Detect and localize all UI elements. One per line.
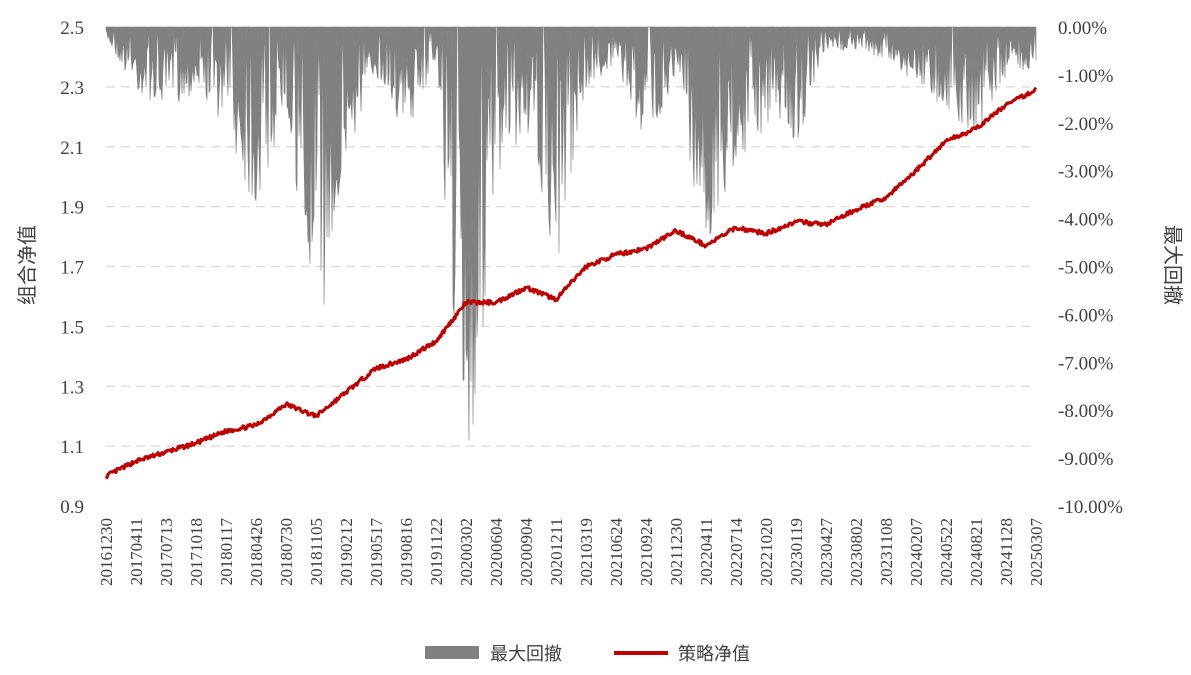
legend-drawdown-swatch xyxy=(425,646,479,659)
x-tick-label: 20190517 xyxy=(367,518,386,587)
right-tick-label: -7.00% xyxy=(1058,353,1114,374)
x-tick-label: 20200904 xyxy=(517,518,536,587)
nav-line-layer xyxy=(104,87,1038,480)
right-tick-label: -8.00% xyxy=(1058,401,1114,422)
x-tick-label: 20210319 xyxy=(577,518,596,586)
x-axis-ticks: 20161230 20170411 20170713 20171018 20180117… xyxy=(97,518,1046,587)
right-tick-label: -3.00% xyxy=(1058,162,1114,183)
right-axis-ticks: 0.00% -1.00% -2.00% -3.00% -4.00% -5.00% -6.00… xyxy=(1058,18,1123,518)
x-tick-label: 20170713 xyxy=(157,518,176,586)
x-tick-label: 20220714 xyxy=(727,518,746,587)
x-tick-label: 20201211 xyxy=(547,518,566,585)
x-tick-label: 20250307 xyxy=(1027,518,1046,587)
x-tick-label: 20230427 xyxy=(817,518,836,587)
x-tick-label: 20171018 xyxy=(187,518,206,586)
x-tick-label: 20180426 xyxy=(247,518,266,586)
legend: 最大回撤 策略净值 xyxy=(425,644,750,665)
legend-nav-label: 策略净值 xyxy=(678,644,750,665)
x-tick-label: 20190816 xyxy=(397,518,416,586)
legend-drawdown-label: 最大回撤 xyxy=(490,644,562,665)
x-tick-label: 20211230 xyxy=(667,518,686,585)
nav-series-line xyxy=(104,87,1038,480)
left-tick-label: 1.9 xyxy=(60,198,84,219)
right-axis-title: 最大回撤 xyxy=(1161,225,1185,305)
x-tick-label: 20190212 xyxy=(337,518,356,586)
x-tick-label: 20180117 xyxy=(217,518,236,586)
x-tick-label: 20240207 xyxy=(907,518,926,587)
left-tick-label: 2.3 xyxy=(60,78,84,99)
right-tick-label: -5.00% xyxy=(1058,258,1114,279)
left-tick-label: 1.7 xyxy=(60,258,84,279)
x-tick-label: 20240821 xyxy=(967,518,986,586)
right-tick-label: -2.00% xyxy=(1058,114,1114,135)
x-tick-label: 20230802 xyxy=(847,518,866,586)
x-tick-label: 20181105 xyxy=(307,518,326,585)
left-tick-label: 1.5 xyxy=(60,317,84,338)
x-tick-label: 20210624 xyxy=(607,518,626,587)
left-tick-label: 2.5 xyxy=(60,18,84,39)
x-tick-label: 20230119 xyxy=(787,518,806,585)
x-tick-label: 20200302 xyxy=(457,518,476,586)
x-tick-label: 20200604 xyxy=(487,518,506,587)
right-tick-label: -6.00% xyxy=(1058,305,1114,326)
right-tick-label: -4.00% xyxy=(1058,210,1114,231)
x-tick-label: 20241128 xyxy=(997,518,1016,585)
right-tick-label: -9.00% xyxy=(1058,449,1114,470)
x-tick-label: 20161230 xyxy=(97,518,116,586)
drawdown-series-area xyxy=(105,26,1037,441)
right-tick-label: -10.00% xyxy=(1058,497,1123,518)
left-tick-label: 2.1 xyxy=(60,138,84,159)
x-tick-label: 20170411 xyxy=(127,518,146,585)
left-tick-label: 0.9 xyxy=(60,497,84,518)
right-tick-label: 0.00% xyxy=(1058,18,1107,39)
x-tick-label: 20220411 xyxy=(697,518,716,585)
x-tick-label: 20240522 xyxy=(937,518,956,586)
left-axis-ticks: 2.5 2.3 2.1 1.9 1.7 1.5 1.3 1.1 0.9 xyxy=(60,18,84,518)
left-axis-title: 组合净值 xyxy=(15,225,39,305)
x-tick-label: 20191122 xyxy=(427,518,446,585)
right-tick-label: -1.00% xyxy=(1058,66,1114,87)
drawdown-area xyxy=(105,26,1037,441)
left-tick-label: 1.1 xyxy=(60,437,84,458)
x-tick-label: 20221020 xyxy=(757,518,776,586)
x-tick-label: 20210924 xyxy=(637,518,656,587)
x-tick-label: 20231108 xyxy=(877,518,896,585)
left-tick-label: 1.3 xyxy=(60,377,84,398)
x-tick-label: 20180730 xyxy=(277,518,296,586)
